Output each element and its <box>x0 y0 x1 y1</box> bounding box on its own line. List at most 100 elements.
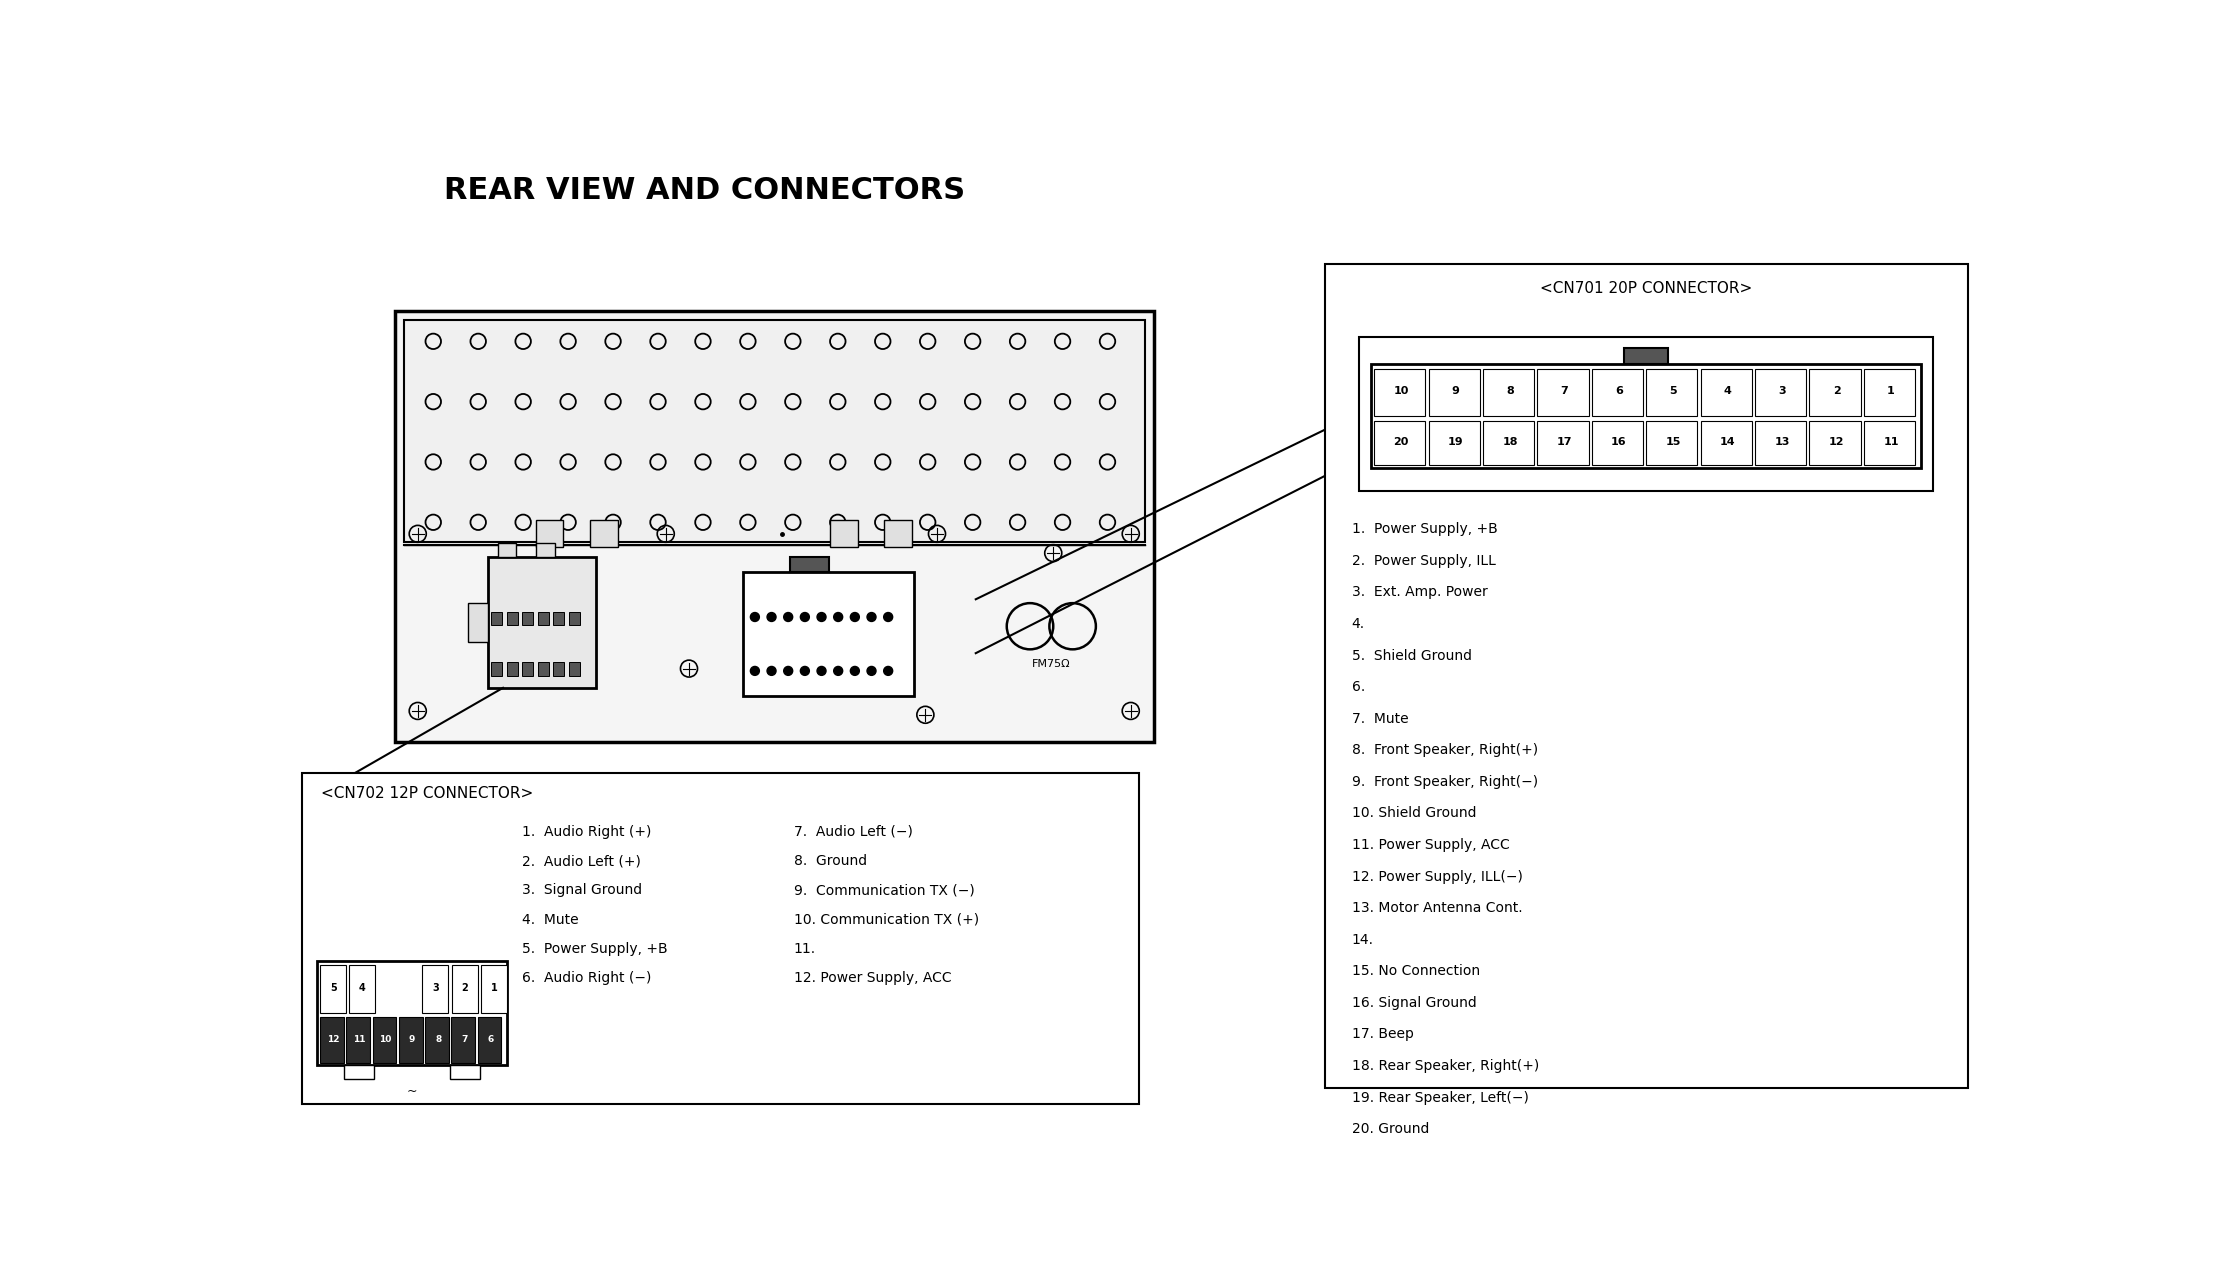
Bar <box>492 611 503 625</box>
Circle shape <box>750 666 759 675</box>
Bar <box>1863 420 1914 466</box>
Text: 4: 4 <box>358 984 365 994</box>
Bar <box>372 1017 396 1063</box>
Bar <box>523 662 534 676</box>
Text: 1: 1 <box>1888 386 1894 396</box>
Text: 5.  Power Supply, +B: 5. Power Supply, +B <box>523 942 668 956</box>
Text: 3: 3 <box>1779 386 1785 396</box>
Text: 11: 11 <box>1883 437 1899 447</box>
Bar <box>499 543 516 557</box>
Bar <box>790 557 828 572</box>
Text: 3: 3 <box>432 984 439 994</box>
Text: 5: 5 <box>329 984 336 994</box>
Bar <box>1701 420 1752 466</box>
Text: ~: ~ <box>407 1085 416 1098</box>
Text: 9.  Communication TX (−): 9. Communication TX (−) <box>795 884 975 898</box>
Bar <box>1429 368 1480 417</box>
Text: 8.  Front Speaker, Right(+): 8. Front Speaker, Right(+) <box>1351 743 1538 757</box>
Bar <box>743 572 913 695</box>
Text: FM75Ω: FM75Ω <box>1033 658 1071 668</box>
Bar <box>1863 368 1914 417</box>
Text: 11. Power Supply, ACC: 11. Power Supply, ACC <box>1351 838 1509 852</box>
Bar <box>1592 420 1643 466</box>
Circle shape <box>817 613 826 622</box>
Text: 14: 14 <box>1721 437 1736 447</box>
Text: REAR VIEW AND CONNECTORS: REAR VIEW AND CONNECTORS <box>443 176 966 205</box>
Text: 12. Power Supply, ACC: 12. Power Supply, ACC <box>795 971 951 985</box>
Circle shape <box>835 613 844 622</box>
Bar <box>1592 368 1643 417</box>
Text: 6: 6 <box>1616 386 1623 396</box>
Text: 11.: 11. <box>795 942 815 956</box>
Bar <box>479 1017 501 1063</box>
Circle shape <box>866 613 877 622</box>
Bar <box>1538 368 1589 417</box>
Bar <box>345 1065 374 1079</box>
Text: 2: 2 <box>1832 386 1841 396</box>
Text: 12: 12 <box>1830 437 1845 447</box>
Bar <box>398 1017 423 1063</box>
Bar <box>539 611 550 625</box>
Text: 2.  Audio Left (+): 2. Audio Left (+) <box>523 855 641 868</box>
Text: 3.  Ext. Amp. Power: 3. Ext. Amp. Power <box>1351 585 1487 599</box>
Text: 9.  Front Speaker, Right(−): 9. Front Speaker, Right(−) <box>1351 775 1538 789</box>
Bar <box>423 966 447 1013</box>
Text: 17. Beep: 17. Beep <box>1351 1028 1414 1042</box>
Circle shape <box>801 666 810 675</box>
Bar <box>508 611 519 625</box>
Text: 5: 5 <box>1670 386 1676 396</box>
Circle shape <box>801 613 810 622</box>
Bar <box>539 662 550 676</box>
Bar <box>1625 347 1667 365</box>
Bar <box>316 961 508 1065</box>
Bar <box>1371 365 1921 468</box>
Text: 15: 15 <box>1665 437 1681 447</box>
Text: 5.  Shield Ground: 5. Shield Ground <box>1351 648 1471 662</box>
Circle shape <box>784 613 792 622</box>
Bar <box>1483 368 1534 417</box>
Text: 8: 8 <box>1507 386 1514 396</box>
Bar <box>554 611 563 625</box>
Text: 2: 2 <box>461 984 467 994</box>
Text: 11: 11 <box>354 1034 365 1043</box>
Text: 1: 1 <box>490 984 496 994</box>
Text: 20. Ground: 20. Ground <box>1351 1122 1429 1136</box>
Text: 6: 6 <box>487 1034 494 1043</box>
Bar <box>301 772 1137 1104</box>
Text: 10. Shield Ground: 10. Shield Ground <box>1351 806 1476 820</box>
Bar <box>1373 368 1425 417</box>
Circle shape <box>768 666 777 675</box>
Bar <box>467 603 487 642</box>
Text: 1.  Audio Right (+): 1. Audio Right (+) <box>523 825 652 839</box>
Circle shape <box>768 613 777 622</box>
Text: 19: 19 <box>1447 437 1462 447</box>
Text: 1.  Power Supply, +B: 1. Power Supply, +B <box>1351 523 1498 537</box>
Bar <box>536 520 563 547</box>
Text: <CN702 12P CONNECTOR>: <CN702 12P CONNECTOR> <box>321 786 532 801</box>
Bar <box>884 520 913 547</box>
Bar <box>1373 420 1425 466</box>
Bar <box>452 966 479 1013</box>
Text: 6.  Audio Right (−): 6. Audio Right (−) <box>523 971 652 985</box>
Bar <box>1810 420 1861 466</box>
Circle shape <box>850 666 859 675</box>
Text: 4.  Mute: 4. Mute <box>523 913 579 927</box>
Text: 7: 7 <box>461 1034 467 1043</box>
Text: 12: 12 <box>327 1034 341 1043</box>
Text: 3.  Signal Ground: 3. Signal Ground <box>523 884 643 898</box>
Text: 16: 16 <box>1612 437 1627 447</box>
Text: 10. Communication TX (+): 10. Communication TX (+) <box>795 913 979 927</box>
Bar <box>321 1017 345 1063</box>
Text: 12. Power Supply, ILL(−): 12. Power Supply, ILL(−) <box>1351 870 1523 884</box>
Bar <box>508 662 519 676</box>
Bar <box>1429 420 1480 466</box>
Text: 7.  Audio Left (−): 7. Audio Left (−) <box>795 825 913 839</box>
Circle shape <box>866 666 877 675</box>
Bar <box>347 1017 370 1063</box>
Bar <box>1645 368 1698 417</box>
Text: 10: 10 <box>378 1034 392 1043</box>
Text: 18. Rear Speaker, Right(+): 18. Rear Speaker, Right(+) <box>1351 1058 1538 1074</box>
Bar <box>1754 368 1805 417</box>
Text: 8.  Ground: 8. Ground <box>795 855 866 868</box>
Text: 17: 17 <box>1556 437 1572 447</box>
